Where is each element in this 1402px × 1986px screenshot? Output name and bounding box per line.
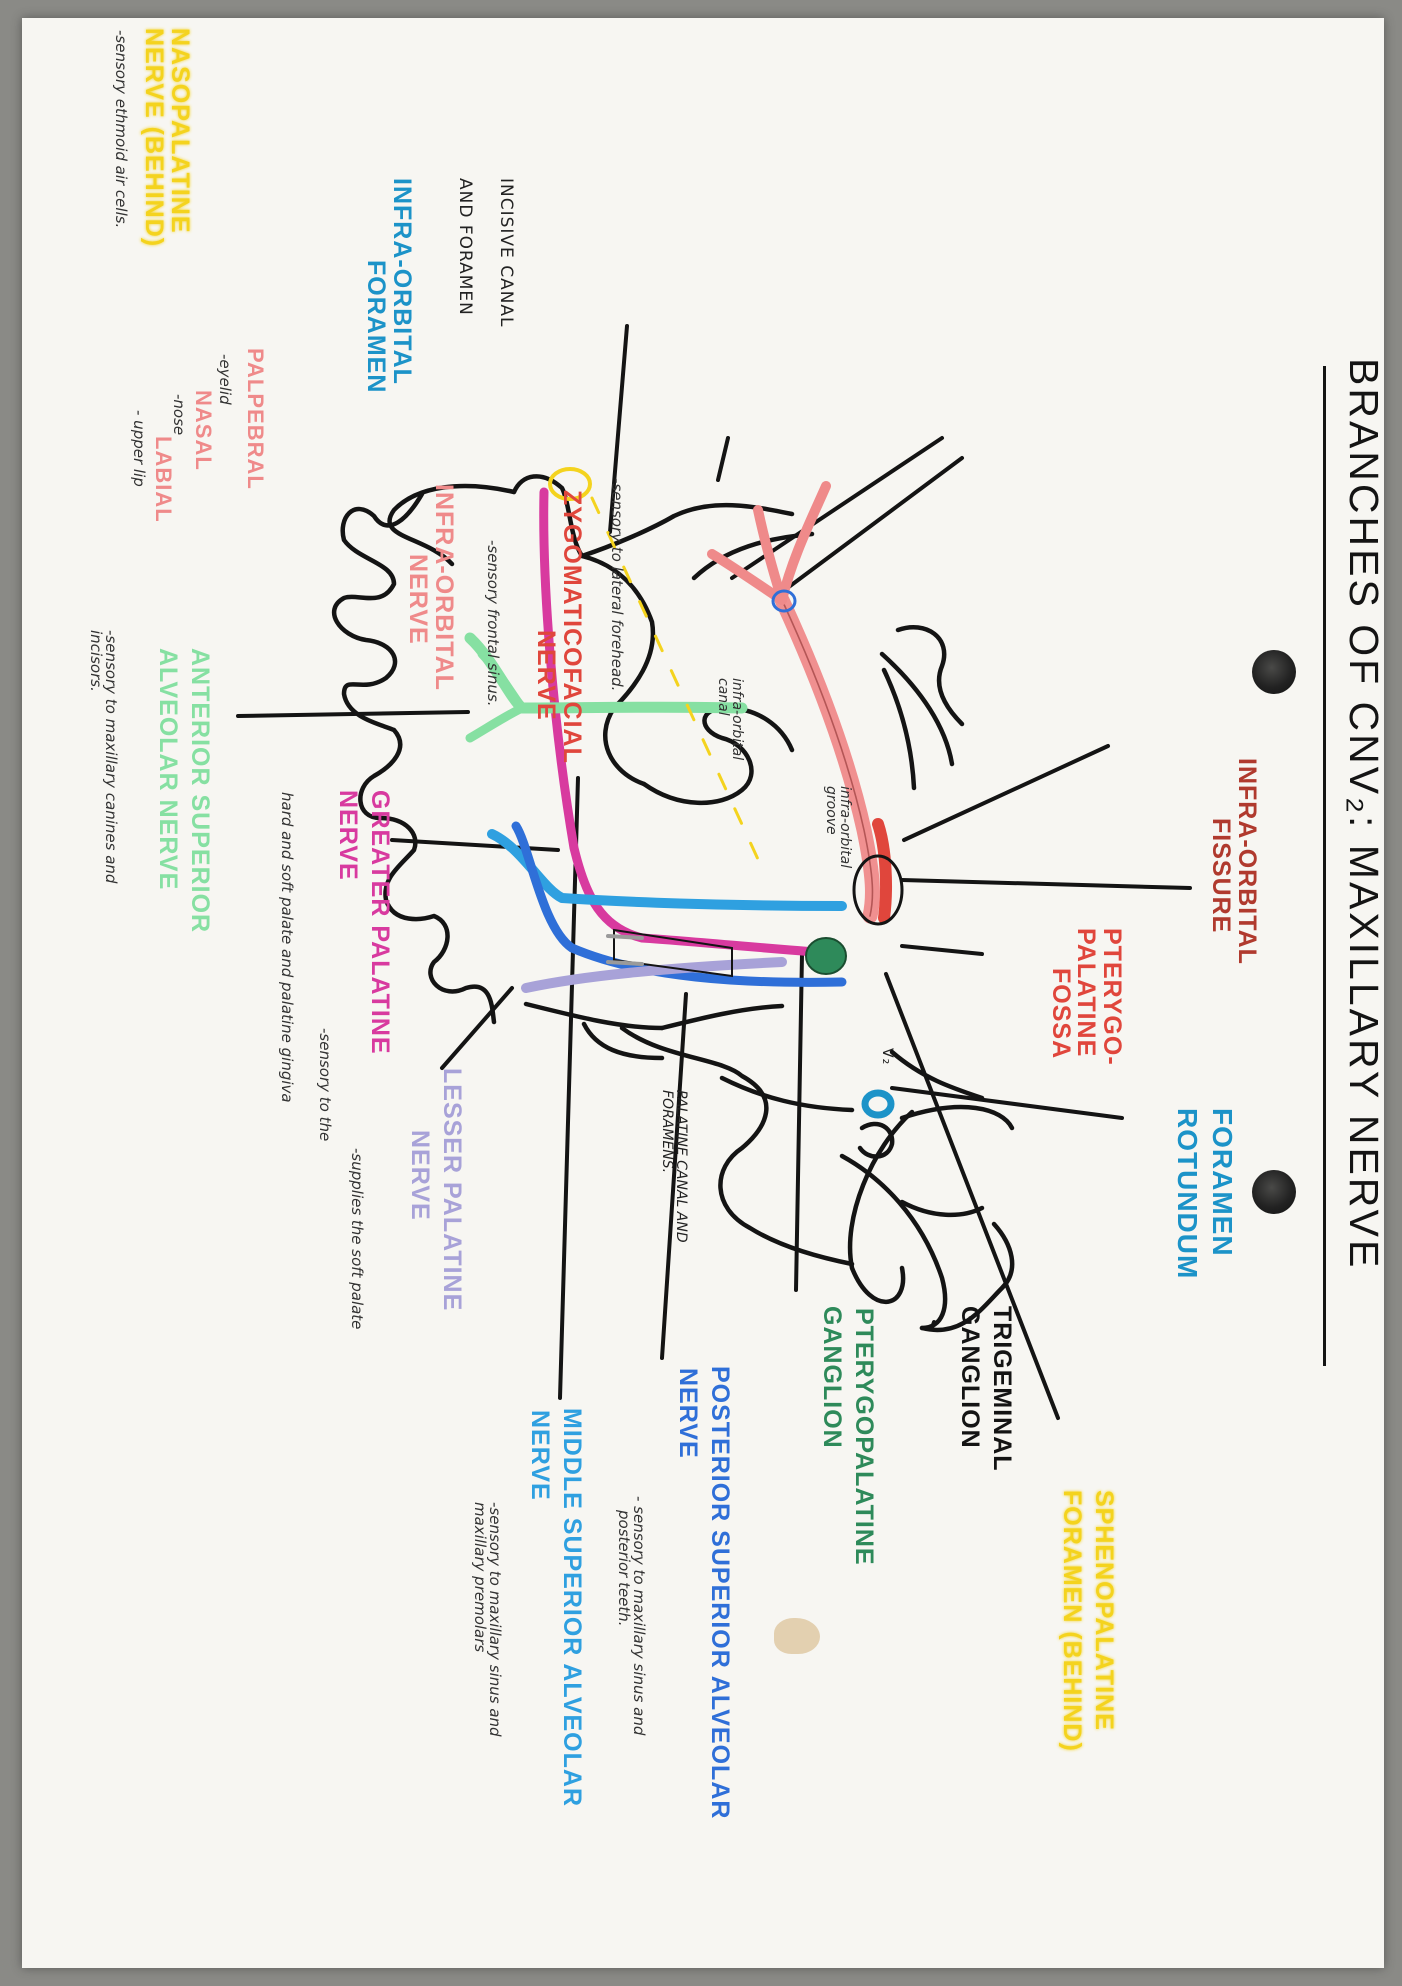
diagram-title: BRANCHES OF CNV₂: MAXILLARY NERVE — [1341, 358, 1384, 1271]
middle-cranial-fossa — [847, 1109, 915, 1304]
posterior-superior-alveolar-nerve-path — [487, 829, 847, 911]
label-palpebral: PALPEBRAL — [243, 348, 268, 490]
pterygoid-plate — [523, 1001, 665, 1031]
note-labial: - upper lip — [130, 410, 148, 487]
note-palpebral: -eyelid — [216, 354, 234, 405]
foramen-rotundum-mark — [861, 1089, 895, 1119]
note-nasopalatine: -sensory ethmoid air cells. — [112, 30, 130, 229]
label-trigeminal-ganglion: TRIGEMINAL GANGLION — [956, 1306, 1017, 1472]
note-middle-superior-alveolar: -sensory to maxillary sinus and maxillar… — [470, 1502, 504, 1737]
title-underline — [1323, 366, 1326, 1366]
orbit-rim — [895, 624, 965, 727]
label-infraorbital-fissure: INFRA-ORBITAL FISSURE — [1207, 758, 1262, 965]
label-nasal: NASAL — [191, 390, 216, 471]
label-lesser-palatine: LESSER PALATINE NERVE — [406, 1068, 467, 1312]
leader-palpebral — [716, 436, 730, 482]
leader-infraorbital-foramen-2 — [780, 456, 964, 594]
leader-zygomaticofacial — [902, 744, 1110, 842]
palatine-canal-pipe — [606, 934, 644, 966]
label-foramen-rotundum: FORAMEN ROTUNDUM — [1172, 1108, 1238, 1280]
rotated-label-layer: BRANCHES OF CNV₂: MAXILLARY NERVE NASOPA… — [22, 18, 1384, 1968]
label-posterior-superior-alveolar: POSTERIOR SUPERIOR ALVEOLAR NERVE — [674, 1366, 735, 1820]
note-zygomaticofacial: -sensory to lateral forehead. — [608, 478, 626, 692]
label-greater-palatine: GREATER PALATINE NERVE — [334, 790, 395, 1055]
foramen-rotundum-ring — [857, 1121, 895, 1159]
pterygopalatine-ganglion — [805, 937, 847, 975]
v2-mark: V₂ — [879, 1048, 895, 1066]
anatomy-drawing — [236, 324, 1192, 1420]
nasopalatine-nerve-path — [590, 496, 764, 870]
label-middle-superior-alveolar: MIDDLE SUPERIOR ALVEOLAR NERVE — [526, 1408, 587, 1808]
zygoma — [881, 667, 917, 791]
incisive-foramen — [548, 467, 592, 501]
leader-trigeminal — [930, 1320, 936, 1330]
label-pterygopalatine-ganglion: PTERYGOPALATINE GANGLION — [818, 1306, 879, 1566]
leader-anterior-superior-alveolar — [236, 710, 470, 718]
greater-palatine-nerve-path — [539, 487, 847, 959]
paper-sheet: BRANCHES OF CNV₂: MAXILLARY NERVE NASOPA… — [22, 18, 1384, 1968]
infraorbital-foramen-ring — [771, 589, 797, 613]
label-pterygopalatine-fossa: PTERYGO- PALATINE FOSSA — [1047, 928, 1126, 1066]
leader-fossa — [900, 944, 984, 956]
leader-lesser-palatine — [440, 986, 514, 1070]
infraorbital-fissure-ring — [852, 854, 904, 926]
greater-wing-sphenoid — [719, 1075, 855, 1113]
leader-sphenopalatine — [884, 972, 1060, 1420]
palpebral-nerve-path — [777, 481, 831, 605]
palatine-canal-tube — [613, 928, 733, 978]
punch-hole-top — [1252, 650, 1296, 694]
label-incisive-canal: INCISIVE CANAL AND FORAMEN — [454, 178, 516, 328]
anterior-superior-alveolar-branch-1 — [477, 649, 527, 713]
note-greater-palatine-1: -sensory to the — [316, 1028, 334, 1142]
leader-pterygopalatine-ganglion — [794, 952, 804, 1292]
note-greater-palatine-2: hard and soft palate and palatine gingiv… — [278, 792, 296, 1103]
cranial-base — [659, 1003, 785, 1031]
middle-superior-alveolar-nerve-path — [511, 821, 847, 987]
teeth-outline — [331, 491, 497, 1025]
leader-middle-superior-alveolar — [558, 776, 580, 1400]
leader-nasopalatine — [608, 324, 629, 534]
label-sphenopalatine-foramen: SPHENOPALATINE FORAMEN (BEHIND) — [1058, 1490, 1119, 1752]
infraorbital-nerve-outline — [781, 599, 874, 917]
note-posterior-superior-alveolar: - sensory to maxillary sinus and posteri… — [614, 1496, 648, 1736]
note-infraorbital-nerve: -sensory frontal sinus. — [484, 540, 502, 707]
note-lesser-palatine: -supplies the soft palate — [348, 1148, 366, 1330]
orbit-curve — [879, 651, 955, 767]
temporal-region — [889, 1049, 985, 1101]
label-nasopalatine: NASOPALATINE NERVE (BEHIND) — [140, 28, 195, 248]
sella-region — [839, 1153, 948, 1331]
label-infraorbital-foramen: INFRA-ORBITAL FORAMEN — [362, 178, 417, 394]
note-nasal: -nose — [170, 394, 188, 436]
label-infraorbital-groove: infra-orbital groove — [822, 786, 853, 869]
paper-stain — [774, 1618, 820, 1654]
leader-infraorbital-fissure — [900, 878, 1192, 890]
leader-greater-palatine — [390, 838, 560, 852]
label-infraorbital-canal: infra-orbital canal — [714, 678, 745, 761]
label-anterior-superior-alveolar: ANTERIOR SUPERIOR ALVEOLAR NERVE — [154, 648, 215, 934]
label-labial: LABIAL — [151, 436, 176, 523]
maxillary-sinus — [641, 705, 795, 806]
label-palatine-canal: PALATINE CANAL AND FORAMENS. — [658, 1090, 689, 1243]
lesser-palatine-nerve-path — [521, 957, 787, 993]
maxilla-outline — [387, 483, 517, 567]
zygomaticofacial-nerve-path — [872, 818, 892, 924]
skull-posterior — [919, 1221, 1015, 1333]
punch-hole-bottom — [1252, 1170, 1296, 1214]
label-zygomaticofacial: ZYGOMATICOFACIAL NERVE — [532, 490, 587, 764]
petrous-ridge — [899, 1104, 1015, 1131]
note-anterior-superior-alveolar: -sensory to maxillary canines and inciso… — [86, 630, 120, 884]
nasal-cavity — [579, 553, 656, 787]
label-infraorbital-nerve: INFRA-ORBITAL NERVE — [404, 484, 459, 691]
anterior-superior-alveolar-branch-2 — [465, 703, 527, 743]
palatine-bone — [581, 1021, 665, 1061]
sphenoid-body — [619, 1025, 855, 1267]
leader-posterior-superior-alveolar — [660, 992, 688, 1360]
labial-nerve-path — [707, 549, 787, 605]
